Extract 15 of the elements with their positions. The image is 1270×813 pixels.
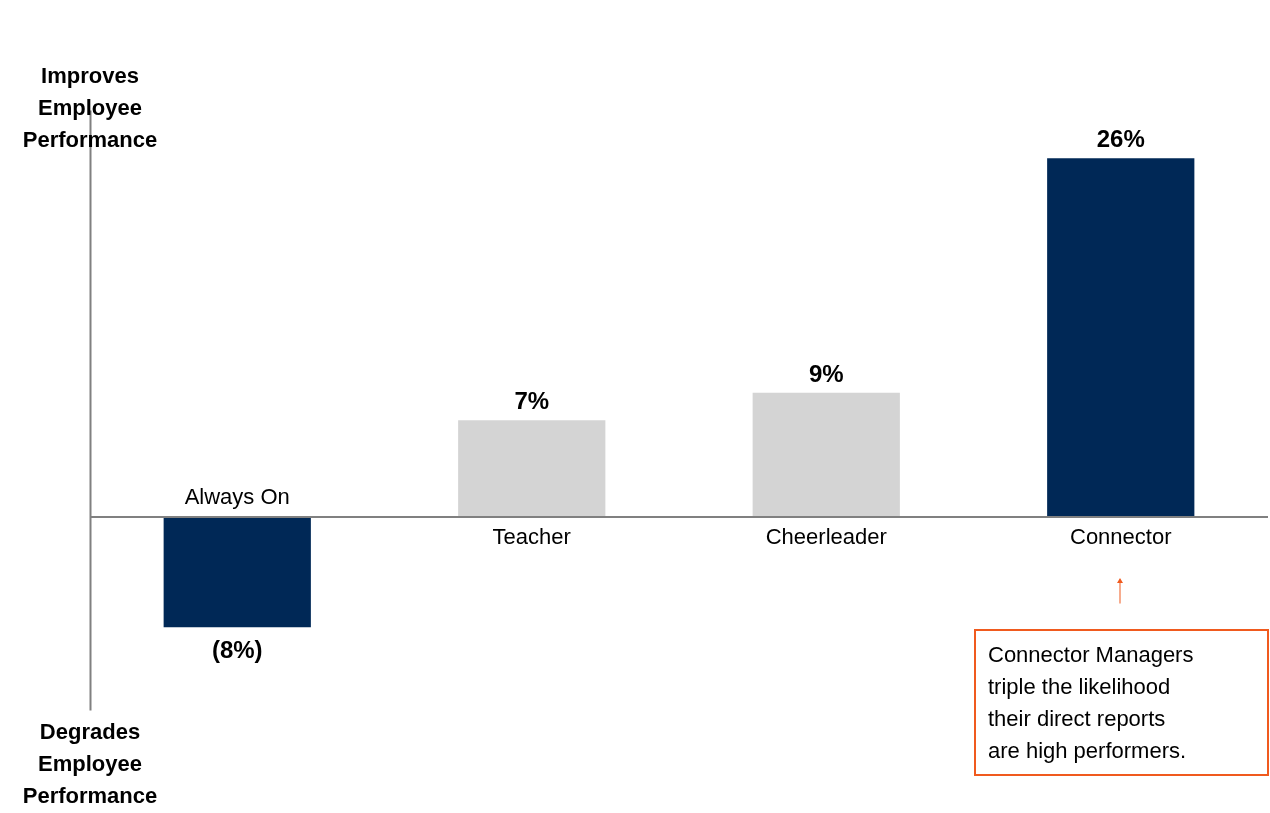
data-label: 26% [1096,125,1145,153]
x-tick-label: Teacher [492,523,571,549]
x-tick-label: Cheerleader [765,523,887,549]
bar [1047,158,1195,517]
bar [752,392,900,517]
x-tick-label: Connector [1069,523,1172,549]
bar [163,516,311,628]
text: Degrades Employee Performance [22,719,158,808]
x-tick-label: Always On [184,483,290,509]
annotation: Connector Managers triple the likelihood their direct reports are high performers. [988,642,1194,763]
annotation: Improves Employee Performance [22,63,158,152]
data-label: (8%) [211,636,263,664]
bar [458,420,606,517]
data-label: 7% [514,387,550,415]
data-label: 9% [808,359,844,387]
